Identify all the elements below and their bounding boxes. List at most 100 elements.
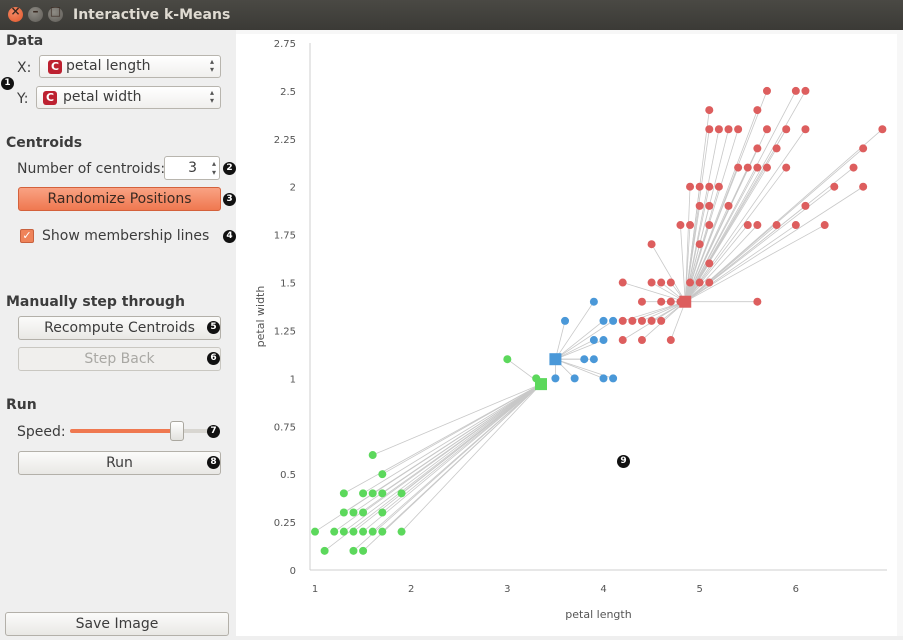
spin-arrows-icon[interactable]: ▴ ▾ [211,159,216,177]
recompute-centroids-button[interactable]: Recompute Centroids [18,316,221,340]
data-point [378,508,387,517]
scatter-plot[interactable]: 0 0.25 0.5 0.75 1 1.25 1.5 1.75 2 2.25 2.5 2.75 1 2 3 4… [236,34,897,636]
y-label: Y: [17,91,29,107]
number-of-centroids-spinbox[interactable]: 3 ▴ ▾ [164,156,220,180]
x-tick-label: 5 [696,584,702,595]
data-point [705,278,714,287]
show-membership-lines-label: Show membership lines [42,228,210,244]
save-image-button[interactable]: Save Image [5,612,229,636]
data-point [695,240,704,249]
data-point [609,316,618,325]
membership-line [555,320,614,360]
annotation-9-badge: 9 [617,455,630,468]
data-point [782,125,791,134]
window-title: Interactive k-Means [73,7,231,23]
membership-line [684,90,768,302]
data-point [657,316,666,325]
data-point [762,125,771,134]
y-tick-label: 1.75 [274,231,296,242]
data-point [705,106,714,115]
step-back-button[interactable]: Step Back [18,347,221,371]
run-button[interactable]: Run [18,451,221,475]
data-point [637,336,646,345]
data-point [705,201,714,210]
centroid-marker[interactable] [534,378,547,391]
y-tick-label: 2.25 [274,135,296,146]
membership-line [684,129,739,302]
y-tick-label: 0.75 [274,422,296,433]
y-tick-label: 0.5 [280,470,296,481]
data-point [820,221,829,230]
manual-step-heading: Manually step through [6,294,185,310]
data-point [743,221,752,230]
data-point [647,278,656,287]
data-point [762,163,771,172]
data-point [734,163,743,172]
speed-slider-track[interactable] [70,429,210,433]
annotation-6-badge: 6 [207,352,220,365]
data-point [753,297,762,306]
data-point [339,527,348,536]
membership-line [362,383,542,532]
membership-line [401,383,542,532]
y-tick-label: 1.25 [274,326,296,337]
data-point [359,489,368,498]
membership-line [555,339,595,360]
membership-line [680,225,686,302]
data-point [320,546,329,555]
data-point [762,86,771,95]
membership-line [684,186,691,302]
annotation-7-badge: 7 [207,425,220,438]
centroid-marker[interactable] [679,295,692,308]
data-point [714,125,723,134]
updown-arrow-icon: ▴ ▾ [209,57,214,74]
data-point [695,201,704,210]
data-heading: Data [6,33,44,49]
data-point [801,201,810,210]
kmeans-chart[interactable]: 0 0.25 0.5 0.75 1 1.25 1.5 1.75 2 2.25 2.5 2.75 1 2 3 4… [236,34,897,636]
x-tick-label: 3 [504,584,510,595]
membership-line [684,167,854,303]
data-point [859,182,868,191]
data-point [772,144,781,153]
centroid-marker[interactable] [549,353,562,366]
data-point [589,336,598,345]
membership-line [372,383,542,494]
maximize-icon[interactable]: □ [48,4,63,22]
data-point [724,125,733,134]
annotation-2-badge: 2 [223,162,236,175]
data-point [551,374,560,383]
membership-line [622,282,686,303]
data-point [647,316,656,325]
data-point [753,221,762,230]
randomize-positions-button[interactable]: Randomize Positions [18,187,221,211]
x-variable-combo[interactable]: C petal length ▴ ▾ [39,55,221,78]
data-point [368,489,377,498]
number-of-centroids-label: Number of centroids: [17,161,166,177]
x-tick-label: 1 [312,584,318,595]
x-tick-label: 6 [793,584,799,595]
run-heading: Run [6,397,37,413]
y-tick-label: 0.25 [274,518,296,529]
data-point [368,451,377,460]
minimize-icon[interactable]: – [28,4,43,22]
speed-slider-handle[interactable] [170,421,184,441]
membership-line [555,301,595,360]
data-point [349,527,358,536]
y-tick-label: 2.75 [274,39,296,50]
data-point [599,336,608,345]
data-point [686,182,695,191]
membership-line [362,383,542,513]
membership-line [651,244,686,302]
categorical-icon: C [43,91,57,105]
data-point [714,182,723,191]
membership-line [382,383,542,494]
y-variable-combo[interactable]: C petal width ▴ ▾ [36,86,221,109]
data-point [753,106,762,115]
data-point [753,163,762,172]
membership-line [372,383,542,456]
close-icon[interactable]: × [8,4,23,22]
membership-line [684,129,806,302]
x-tick-label: 4 [600,584,606,595]
show-membership-lines-checkbox[interactable]: ✓ [20,229,34,243]
